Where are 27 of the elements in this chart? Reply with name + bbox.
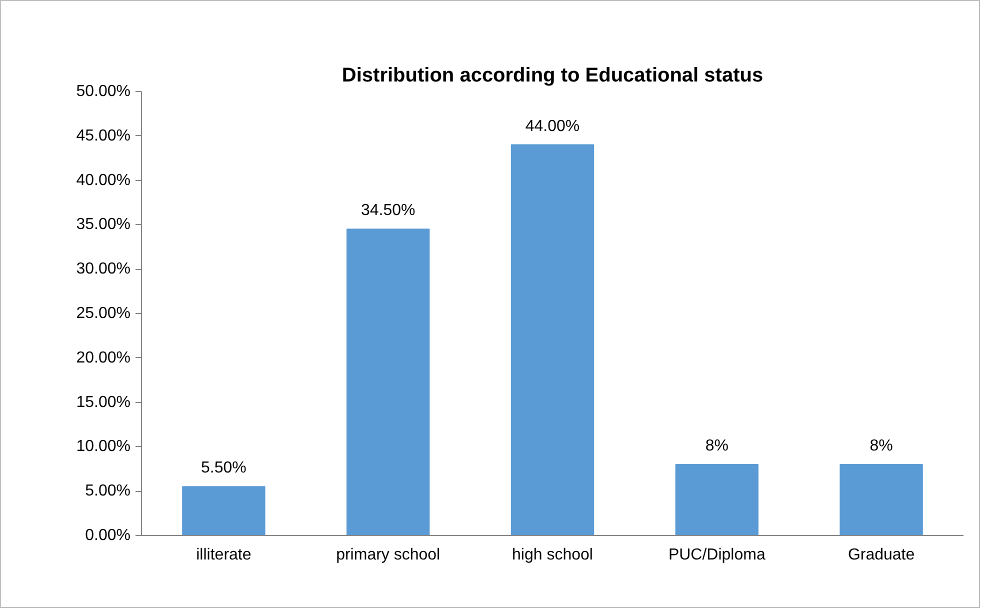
bar xyxy=(346,228,430,536)
y-tick-label: 15.00% xyxy=(76,394,130,411)
y-tick-label: 20.00% xyxy=(76,349,130,366)
y-tick-label: 35.00% xyxy=(76,216,130,234)
data-label: 34.50% xyxy=(360,202,416,220)
bar xyxy=(510,144,594,536)
y-tick-label: 0.00% xyxy=(85,527,131,544)
x-tick-label: illiterate xyxy=(196,546,252,564)
y-tick-label: 30.00% xyxy=(76,260,130,278)
data-label: 8% xyxy=(705,437,728,454)
x-tick-label: high school xyxy=(512,546,593,564)
bar xyxy=(840,464,923,536)
chart-title: Distribution according to Educational status xyxy=(342,64,764,86)
data-label: 8% xyxy=(870,437,893,454)
data-label: 5.50% xyxy=(201,460,246,477)
x-tick-label: PUC/Diploma xyxy=(668,546,766,564)
y-tick-label: 25.00% xyxy=(76,305,130,322)
y-tick-label: 45.00% xyxy=(76,127,130,144)
bar xyxy=(675,464,758,536)
data-label: 44.00% xyxy=(525,118,580,135)
x-tick-label: Graduate xyxy=(848,546,915,564)
y-tick-label: 10.00% xyxy=(76,438,130,456)
y-tick-label: 40.00% xyxy=(76,172,130,189)
y-tick-label: 50.00% xyxy=(76,83,130,100)
x-tick-label: primary school xyxy=(336,546,440,564)
y-tick-label: 5.00% xyxy=(85,482,131,500)
bar xyxy=(182,486,266,536)
